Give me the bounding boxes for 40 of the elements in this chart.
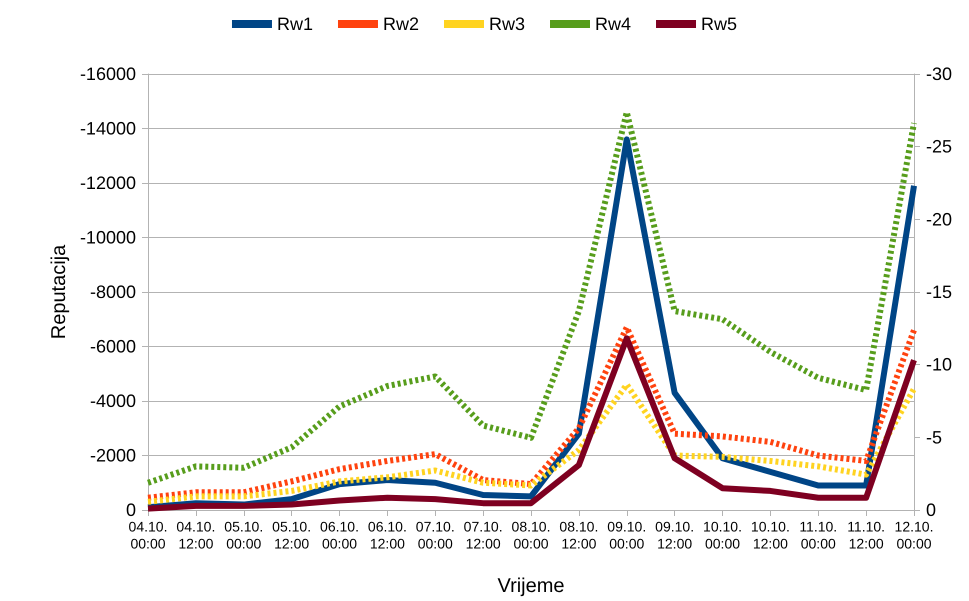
y-tick-label: -8000 bbox=[90, 282, 136, 302]
x-tick-label: 06.10. 12:00 bbox=[368, 518, 407, 552]
x-tick-label: 11.10. 12:00 bbox=[847, 518, 886, 552]
x-tick-label: 07.10. 12:00 bbox=[464, 518, 503, 552]
y2-tick-label: -30 bbox=[926, 64, 952, 84]
x-tick-label: 12.10. 00:00 bbox=[894, 518, 934, 552]
y-tick-label: -6000 bbox=[90, 336, 136, 356]
y-tick-label: -4000 bbox=[90, 391, 136, 411]
x-tick-label: 08.10. 00:00 bbox=[512, 518, 550, 552]
x-tick-label: 04.10. 00:00 bbox=[128, 518, 168, 552]
y2-tick-label: -25 bbox=[926, 136, 952, 157]
x-tick-label: 11.10. 00:00 bbox=[799, 518, 838, 552]
x-tick-label: 09.10. 00:00 bbox=[607, 518, 646, 552]
legend-label: Rw2 bbox=[382, 14, 419, 34]
y2-tick-label: 0 bbox=[926, 500, 936, 520]
x-tick-label: 09.10. 12:00 bbox=[655, 518, 694, 552]
y-tick-label: -12000 bbox=[80, 173, 136, 193]
y2-tick-label: -10 bbox=[926, 354, 952, 375]
x-tick-label: 05.10. 00:00 bbox=[224, 518, 264, 552]
y2-tick-label: -20 bbox=[926, 209, 952, 230]
x-tick-label: 07.10. 00:00 bbox=[416, 518, 455, 552]
y2-tick-label: -15 bbox=[926, 282, 952, 302]
x-tick-label: 10.10. 12:00 bbox=[750, 518, 790, 552]
y-tick-label: -10000 bbox=[80, 228, 136, 248]
y-tick-label: 0 bbox=[126, 500, 136, 520]
legend-label: Rw5 bbox=[701, 14, 738, 34]
legend-label: Rw4 bbox=[595, 14, 632, 34]
legend-label: Rw3 bbox=[488, 14, 526, 34]
y-tick-label: -2000 bbox=[90, 446, 136, 466]
x-tick-label: 06.10. 00:00 bbox=[320, 518, 359, 552]
y-tick-label: -16000 bbox=[80, 64, 136, 84]
x-tick-label: 05.10. 12:00 bbox=[272, 518, 312, 552]
y-axis-title: Reputacija bbox=[48, 244, 70, 340]
y-tick-label: -14000 bbox=[80, 118, 136, 138]
x-axis-title: Vrijeme bbox=[497, 575, 565, 597]
legend-label: Rw1 bbox=[276, 14, 313, 34]
x-tick-label: 04.10. 12:00 bbox=[176, 518, 216, 552]
x-tick-label: 10.10. 00:00 bbox=[703, 518, 742, 552]
y2-tick-label: -5 bbox=[926, 427, 942, 448]
x-tick-label: 08.10. 12:00 bbox=[559, 518, 598, 552]
